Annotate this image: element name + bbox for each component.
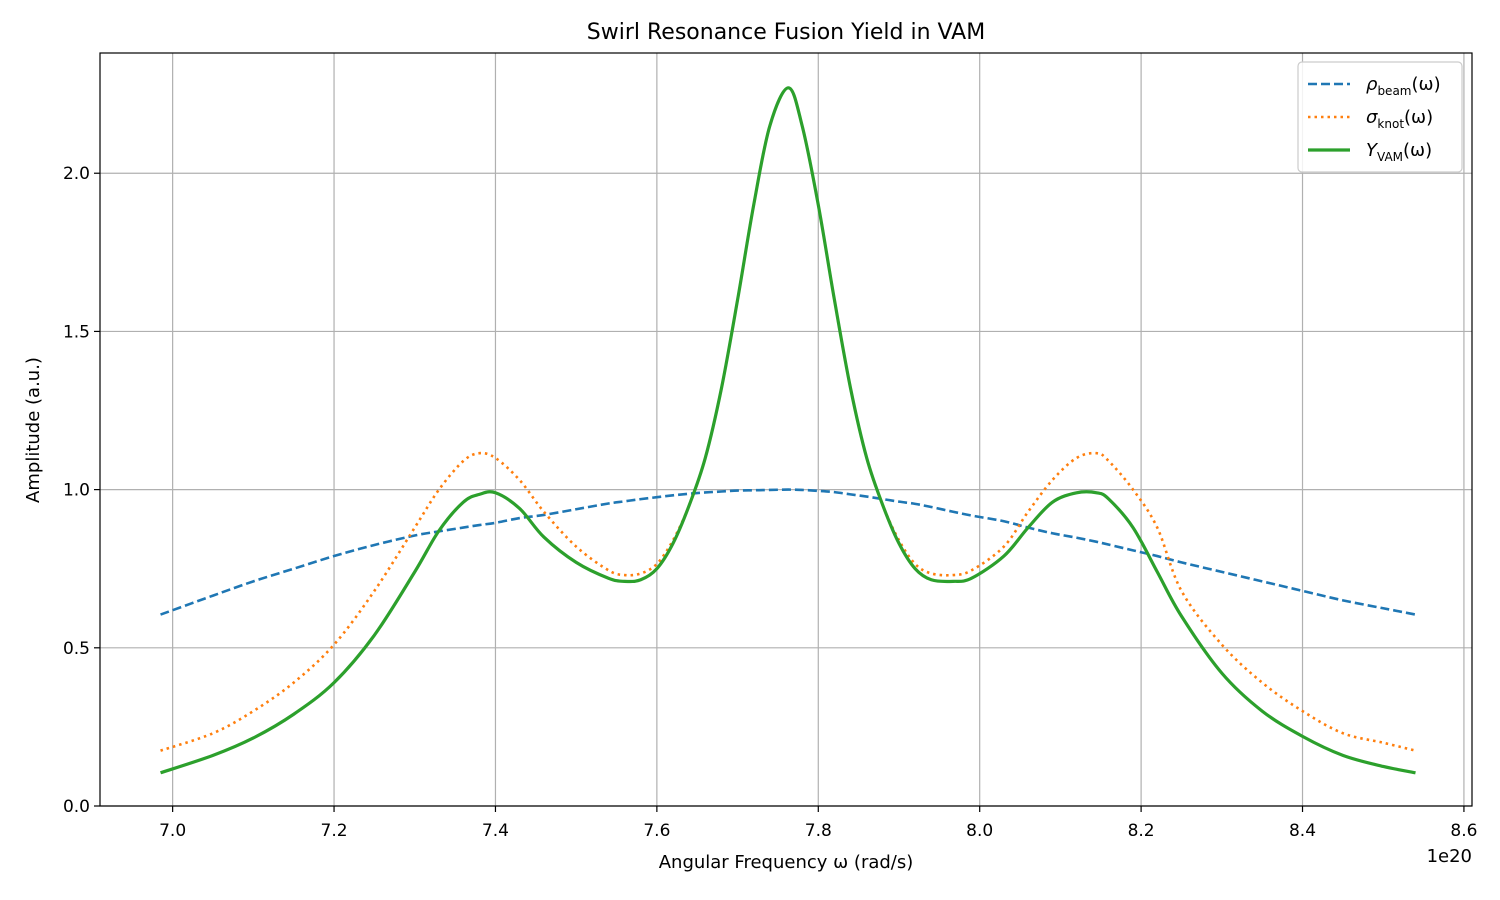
y-tick-label: 0.0 [63, 797, 90, 817]
y-tick-label: 1.0 [63, 481, 90, 501]
x-tick-label: 7.0 [159, 821, 186, 841]
x-tick-label: 7.4 [482, 821, 509, 841]
y-tick-label: 1.5 [63, 322, 90, 342]
x-tick-label: 7.2 [321, 821, 348, 841]
legend-label-2: YVAM(ω) [1366, 140, 1432, 164]
legend-box [1297, 61, 1463, 173]
legend-label-0: ρbeam(ω) [1366, 74, 1441, 98]
series-line-0 [160, 488, 1416, 616]
y-tick-label: 2.0 [63, 164, 90, 184]
legend: ρbeam(ω) σknot(ω) YVAM(ω) [1297, 61, 1463, 173]
x-ticks: 7.0 7.2 7.4 7.6 7.8 8.0 8.2 8.4 8.6 [159, 806, 1477, 841]
x-tick-label: 8.0 [966, 821, 993, 841]
y-ticks: 0.0 0.5 1.0 1.5 2.0 [63, 164, 100, 817]
series-layer [160, 86, 1416, 775]
x-offset-label: 1e20 [1427, 846, 1472, 867]
series-line-1 [160, 86, 1416, 752]
plot-frame [99, 52, 1473, 807]
chart-title: Swirl Resonance Fusion Yield in VAM [587, 20, 985, 45]
series-line-2 [160, 86, 1416, 775]
x-axis-label: Angular Frequency ω (rad/s) [659, 852, 914, 873]
y-tick-label: 0.5 [63, 639, 90, 659]
x-tick-label: 8.6 [1450, 821, 1477, 841]
x-tick-label: 8.2 [1128, 821, 1155, 841]
x-tick-label: 7.6 [643, 821, 670, 841]
x-tick-label: 7.8 [805, 821, 832, 841]
x-tick-label: 8.4 [1289, 821, 1316, 841]
y-axis-label: Amplitude (a.u.) [23, 357, 44, 503]
legend-label-1: σknot(ω) [1366, 107, 1433, 131]
